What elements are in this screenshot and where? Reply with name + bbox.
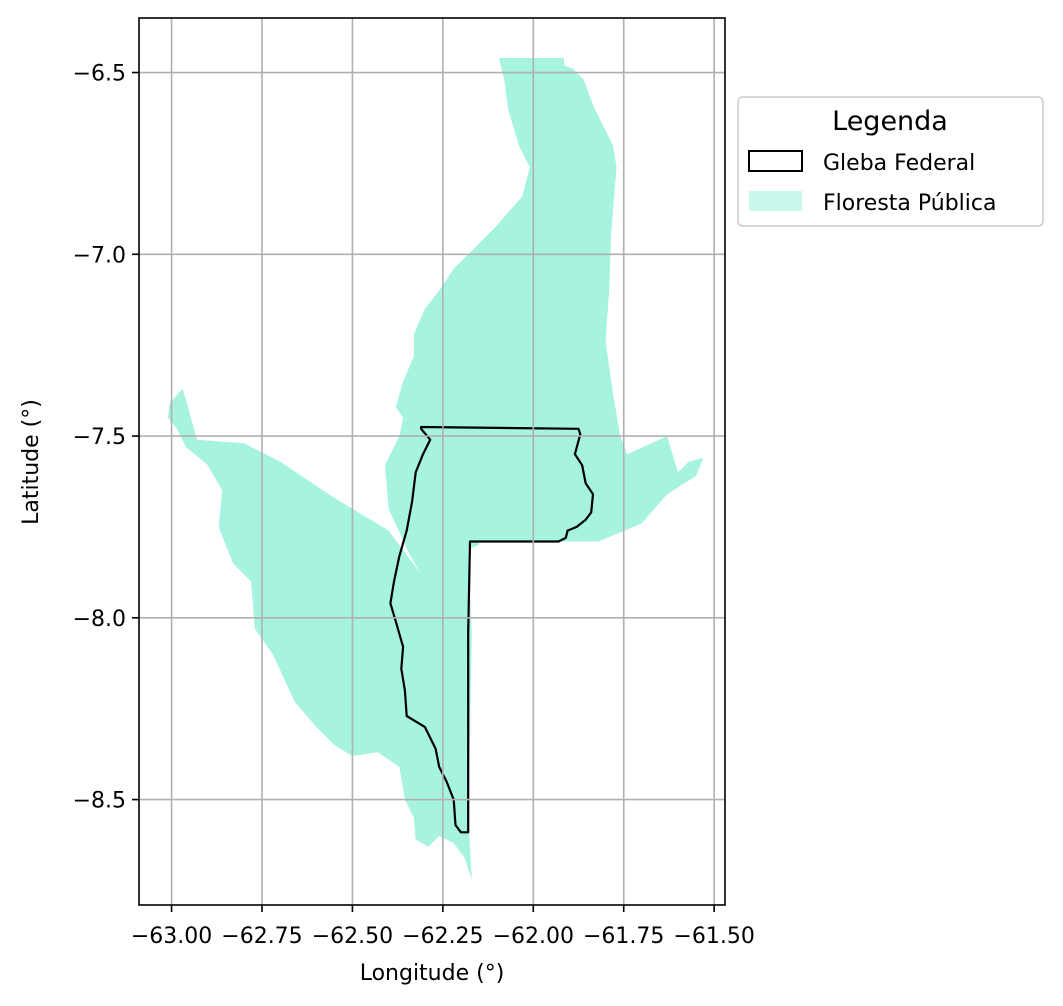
- grid-lines: [139, 18, 725, 905]
- legend-swatch-gleba-federal: [748, 150, 803, 172]
- y-tick-label: −8.5: [73, 789, 126, 814]
- y-axis-title: Latitude (°): [19, 399, 44, 525]
- y-tick-label: −6.5: [73, 62, 126, 87]
- legend-title: Legenda: [832, 106, 948, 137]
- legend-label-floresta-publica: Floresta Pública: [823, 191, 996, 216]
- plot-frame: [138, 17, 726, 906]
- legend-swatch-floresta-publica: [749, 191, 802, 211]
- x-tick-label: −61.50: [673, 924, 754, 949]
- x-axis-title: Longitude (°): [360, 961, 505, 986]
- y-tick-label: −7.0: [73, 243, 126, 268]
- x-tick-label: −61.75: [583, 924, 664, 949]
- x-tick-label: −62.00: [493, 924, 574, 949]
- x-axis-ticks: −63.00 −62.75 −62.50 −62.25 −62.00 −61.75 −61.…: [131, 905, 755, 949]
- floresta-publica-polygon: [167, 58, 704, 880]
- legend: Legenda Gleba Federal Floresta Pública: [737, 96, 1044, 227]
- x-tick-label: −62.75: [221, 924, 302, 949]
- y-axis-ticks: −6.5 −7.0 −7.5 −8.0 −8.5: [73, 62, 139, 814]
- y-tick-label: −8.0: [73, 607, 126, 632]
- legend-label-gleba-federal: Gleba Federal: [823, 151, 975, 176]
- x-tick-label: −63.00: [131, 924, 212, 949]
- legend-box: [737, 96, 1044, 227]
- x-tick-label: −62.25: [402, 924, 483, 949]
- y-tick-label: −7.5: [73, 425, 126, 450]
- x-tick-label: −62.50: [312, 924, 393, 949]
